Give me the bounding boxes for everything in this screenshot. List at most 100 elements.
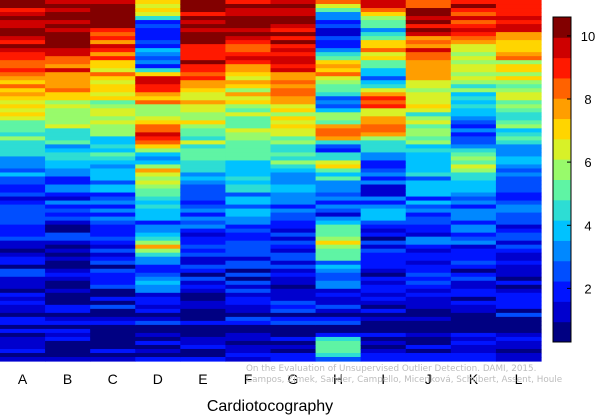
heatmap-cell xyxy=(45,136,91,141)
heatmap-cell xyxy=(180,340,227,346)
heatmap-cell xyxy=(450,220,497,226)
heatmap-cell xyxy=(495,232,542,238)
colorbar-segment xyxy=(553,37,571,59)
heatmap-cell xyxy=(45,232,91,238)
heatmap-cell xyxy=(0,20,46,25)
heatmap-cell xyxy=(90,280,136,286)
heatmap-cell xyxy=(90,288,136,294)
heatmap-cell xyxy=(450,232,497,238)
heatmap-cell xyxy=(225,320,272,326)
heatmap-cell xyxy=(405,92,452,97)
heatmap-cell xyxy=(45,24,91,29)
heatmap-cell xyxy=(360,20,407,25)
heatmap-cell xyxy=(0,224,46,230)
heatmap-cell xyxy=(0,168,46,174)
heatmap-cell xyxy=(270,20,317,25)
heatmap-cell xyxy=(315,196,362,202)
heatmap-cell xyxy=(0,96,46,101)
heatmap-cell xyxy=(45,156,91,162)
heatmap-cell xyxy=(450,188,497,194)
heatmap-cell xyxy=(450,340,497,346)
heatmap-cell xyxy=(180,164,227,170)
heatmap-cell xyxy=(495,4,542,9)
watermark-line-2: Campos, Zimek, Sander, Campello, Micenko… xyxy=(246,375,563,385)
heatmap-cell xyxy=(270,48,317,53)
heatmap-cell xyxy=(45,12,91,17)
heatmap-cell xyxy=(180,200,227,206)
heatmap-cell xyxy=(90,24,136,29)
heatmap-cell xyxy=(45,244,91,250)
heatmap-cell xyxy=(135,144,181,150)
colorbar-tick-label: 8 xyxy=(584,92,591,107)
heatmap-cell xyxy=(405,304,452,310)
heatmap-cell xyxy=(0,180,46,186)
heatmap-cell xyxy=(315,220,362,226)
heatmap-cell xyxy=(450,156,497,162)
heatmap-cell xyxy=(450,72,497,77)
heatmap-cell xyxy=(405,208,452,214)
heatmap-cell xyxy=(135,136,181,141)
heatmap-cell xyxy=(315,128,362,133)
heatmap-cell xyxy=(360,132,407,137)
heatmap-cell xyxy=(225,288,272,294)
heatmap-cell xyxy=(495,316,542,322)
heatmap-cell xyxy=(270,116,317,121)
heatmap-cell xyxy=(360,328,407,334)
heatmap-cell xyxy=(495,24,542,29)
heatmap-cell xyxy=(315,36,362,41)
heatmap-cell xyxy=(495,108,542,113)
heatmap-cell xyxy=(45,296,91,302)
heatmap-cell xyxy=(450,40,497,45)
heatmap-cell xyxy=(90,176,136,182)
heatmap-cell xyxy=(495,36,542,41)
heatmap-cell xyxy=(495,264,542,270)
heatmap-cell xyxy=(135,56,181,61)
heatmap-cell xyxy=(225,348,272,354)
heatmap-cell xyxy=(495,248,542,254)
heatmap-cell xyxy=(405,296,452,302)
heatmap-cell xyxy=(180,224,227,230)
heatmap-cell xyxy=(225,204,272,210)
heatmap-cell xyxy=(405,276,452,282)
heatmap-cell xyxy=(0,128,46,133)
heatmap-cell xyxy=(135,336,181,342)
heatmap-cell xyxy=(90,352,136,358)
heatmap-cell xyxy=(315,52,362,57)
heatmap-cell xyxy=(225,248,272,254)
heatmap-cell xyxy=(450,128,497,133)
heatmap-cell xyxy=(270,4,317,9)
heatmap-cell xyxy=(405,48,452,53)
heatmap-cell xyxy=(270,212,317,218)
heatmap-cell xyxy=(180,128,227,133)
heatmap-cell xyxy=(90,44,136,49)
heatmap-cell xyxy=(45,80,91,85)
heatmap-cell xyxy=(135,260,181,266)
heatmap-cell xyxy=(180,336,227,342)
heatmap-cell xyxy=(270,152,317,158)
heatmap-cell xyxy=(360,188,407,194)
heatmap-cell xyxy=(225,116,272,121)
heatmap-cell xyxy=(45,344,91,350)
heatmap-cell xyxy=(405,312,452,318)
heatmap-cell xyxy=(135,28,181,33)
heatmap-cell xyxy=(360,236,407,242)
heatmap-cell xyxy=(180,40,227,45)
heatmap-cell xyxy=(495,196,542,202)
heatmap-cell xyxy=(90,68,136,73)
heatmap-cell xyxy=(135,268,181,274)
heatmap-cell xyxy=(315,84,362,89)
heatmap-cell xyxy=(450,312,497,318)
heatmap-cell xyxy=(360,88,407,93)
heatmap-cell xyxy=(405,84,452,89)
heatmap-cell xyxy=(0,212,46,218)
heatmap-cell xyxy=(360,120,407,125)
heatmap-cell xyxy=(135,276,181,282)
heatmap-cell xyxy=(90,252,136,258)
heatmap-cell xyxy=(360,80,407,85)
heatmap-cell xyxy=(225,36,272,41)
heatmap-cell xyxy=(180,236,227,242)
heatmap-cell xyxy=(180,20,227,25)
heatmap-cell xyxy=(0,220,46,226)
heatmap-cell xyxy=(180,112,227,117)
heatmap-cell xyxy=(405,284,452,290)
